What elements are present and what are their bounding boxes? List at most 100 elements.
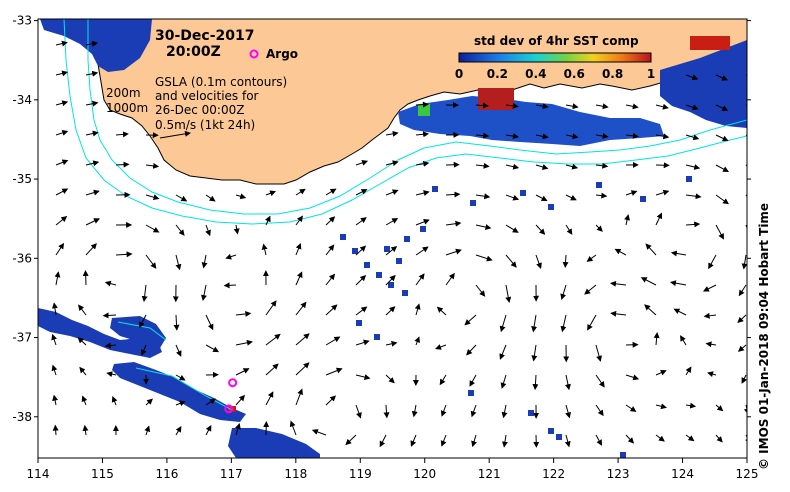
velocity-arrow	[670, 250, 687, 257]
velocity-arrow	[586, 254, 597, 262]
velocity-arrow	[289, 420, 297, 436]
velocity-arrow	[531, 314, 538, 333]
colorbar-tick-label: 0.4	[525, 67, 546, 81]
velocity-arrow	[415, 131, 430, 138]
velocity-arrow	[52, 424, 59, 436]
velocity-arrow	[685, 74, 699, 81]
velocity-arrow	[415, 160, 430, 167]
velocity-arrow	[741, 254, 747, 270]
y-tick-label: -36	[12, 251, 32, 265]
velocity-arrow	[325, 395, 337, 406]
velocity-arrow	[223, 282, 237, 289]
velocity-arrow	[703, 312, 717, 319]
velocity-arrow	[325, 336, 341, 346]
velocity-arrow	[505, 133, 519, 140]
velocity-arrow	[475, 102, 489, 109]
velocity-arrow	[225, 253, 237, 260]
velocity-arrow	[54, 271, 61, 286]
depth-label-200m: 200m	[106, 86, 141, 100]
gsla-legend-line-3: 26-Dec 00:00Z	[155, 103, 244, 117]
gsla-legend-line-1: GSLA (0.1m contours)	[155, 75, 287, 89]
velocity-arrow	[55, 188, 69, 196]
velocity-arrow	[587, 314, 597, 331]
x-axis: 114 115 116 117 118 119 120 121 122 123 124 125	[27, 458, 759, 481]
velocity-arrow	[355, 217, 367, 226]
velocity-arrow	[532, 374, 539, 391]
velocity-arrow	[565, 404, 572, 419]
velocity-arrow	[440, 434, 447, 447]
velocity-arrow	[715, 134, 729, 142]
velocity-arrow	[702, 284, 717, 292]
velocity-arrow	[111, 396, 118, 406]
velocity-arrow	[584, 284, 597, 295]
velocity-arrow	[499, 344, 507, 360]
velocity-arrow	[325, 216, 336, 226]
velocity-arrow	[745, 74, 747, 77]
velocity-arrow	[55, 40, 68, 47]
velocity-arrow	[565, 374, 571, 391]
velocity-arrows	[51, 40, 747, 448]
velocity-arrow	[414, 336, 420, 346]
velocity-arrow	[737, 314, 747, 324]
velocity-arrow	[385, 340, 398, 347]
colorbar-tick-label: 0.6	[564, 67, 585, 81]
velocity-arrow	[564, 434, 571, 448]
velocity-arrow	[235, 394, 245, 406]
velocity-arrow	[685, 221, 701, 228]
velocity-arrow	[610, 280, 627, 287]
velocity-arrow	[535, 103, 549, 110]
velocity-arrow	[445, 191, 461, 198]
velocity-arrow	[201, 254, 208, 269]
sst-hotspot-northeast	[690, 36, 730, 50]
velocity-arrow	[385, 130, 399, 137]
velocity-arrow	[475, 193, 491, 200]
y-tick-label: -35	[12, 172, 32, 186]
velocity-arrow	[265, 300, 277, 316]
depth-label-1000m: 1000m	[106, 101, 148, 115]
velocity-arrow	[85, 218, 100, 226]
sst-patch-coastal	[398, 96, 664, 146]
sst-patch-south-3	[112, 362, 246, 422]
velocity-arrow	[464, 314, 477, 326]
velocity-arrow	[205, 424, 212, 436]
velocity-arrow	[295, 242, 302, 256]
plot-frame	[37, 18, 748, 459]
isobath-200m	[87, 19, 747, 215]
velocity-arrow	[685, 366, 692, 376]
velocity-scale-arrow	[159, 130, 191, 139]
velocity-arrow	[385, 274, 396, 286]
velocity-arrow	[535, 194, 548, 202]
velocity-arrow	[445, 248, 462, 256]
velocity-arrow	[560, 314, 567, 333]
velocity-arrow	[104, 280, 117, 287]
velocity-arrow	[311, 429, 327, 436]
velocity-arrow	[379, 434, 387, 448]
velocity-arrow	[745, 164, 747, 167]
velocity-arrow	[355, 404, 362, 419]
sst-spot-green	[418, 104, 430, 116]
velocity-arrow	[79, 366, 87, 376]
velocity-arrow	[55, 70, 69, 77]
velocity-arrow	[655, 133, 670, 140]
velocity-arrow	[708, 254, 717, 270]
gsla-legend-line-2: and velocities for	[155, 89, 259, 103]
velocity-arrow	[715, 224, 724, 240]
x-tick-label: 125	[736, 467, 759, 481]
velocity-arrow	[175, 400, 186, 407]
x-tick-label: 118	[284, 467, 307, 481]
x-tick-label: 122	[542, 467, 565, 481]
velocity-arrow	[705, 341, 717, 348]
velocity-arrow	[139, 314, 147, 328]
map-time: 20:00Z	[166, 44, 221, 60]
velocity-arrow	[385, 218, 399, 226]
velocity-arrow	[85, 130, 99, 137]
velocity-arrow	[655, 212, 663, 226]
velocity-arrow	[595, 224, 603, 232]
x-tick-label: 117	[220, 467, 243, 481]
velocity-arrow	[355, 159, 369, 166]
velocity-arrow	[355, 245, 367, 256]
velocity-arrow	[565, 163, 579, 170]
velocity-arrow	[505, 163, 520, 170]
velocity-arrow	[205, 224, 211, 237]
velocity-arrow	[175, 224, 185, 236]
